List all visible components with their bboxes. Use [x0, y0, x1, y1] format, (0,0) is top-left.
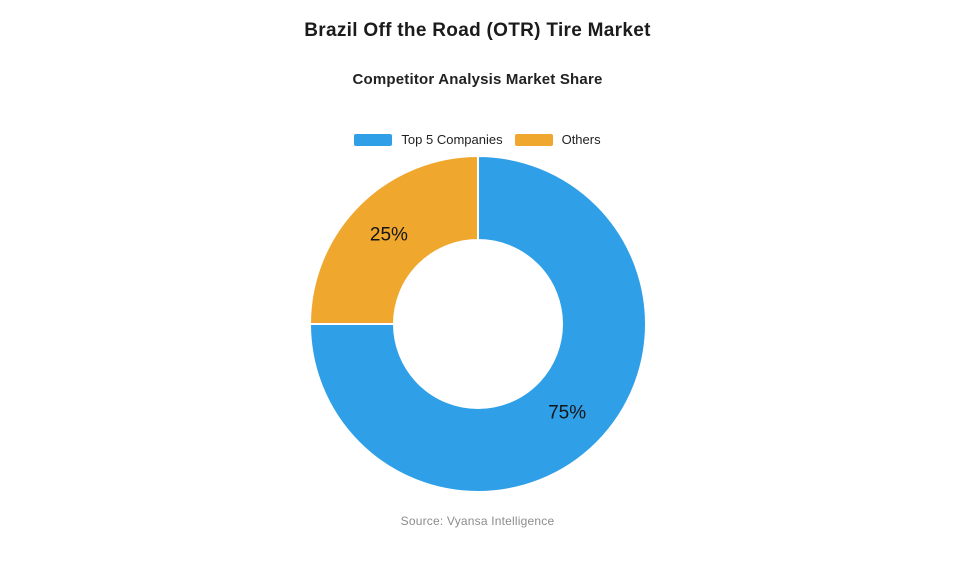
legend-swatch-blue-icon [354, 133, 393, 146]
donut-slice-others [309, 155, 479, 325]
legend-label-top-5-companies: Top 5 Companies [401, 132, 503, 147]
legend-item-top-5-companies: Top 5 Companies [354, 132, 503, 147]
donut-slice-top-5-companies [309, 155, 647, 493]
chart-legend: Top 5 Companies Others [0, 132, 955, 147]
chart-title: Brazil Off the Road (OTR) Tire Market [304, 20, 651, 41]
slice-label-top-5-companies: 75% [548, 403, 586, 424]
slice-label-others: 25% [370, 224, 408, 245]
legend-swatch-orange-icon [514, 133, 553, 146]
source-caption: Source: Vyansa Intelligence [400, 514, 555, 528]
chart-subtitle: Competitor Analysis Market Share [352, 71, 603, 88]
legend-item-others: Others [514, 132, 601, 147]
legend-label-others: Others [561, 132, 601, 147]
